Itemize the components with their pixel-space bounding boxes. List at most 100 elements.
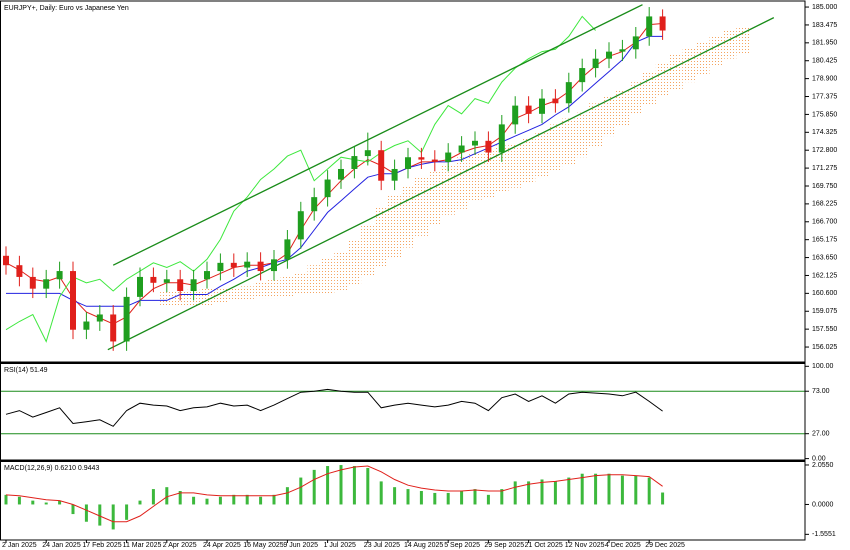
y-tick-label: 174.325 (812, 129, 837, 136)
candle-body (458, 145, 465, 153)
y-tick-label: 172.800 (812, 147, 837, 154)
histogram-bar (31, 500, 35, 505)
x-tick-label: 5 Sep 2025 (444, 542, 480, 549)
candle-body (351, 156, 358, 169)
candle-body (297, 211, 304, 240)
x-tick-label: 9 Jun 2025 (283, 542, 318, 549)
histogram-bar (326, 466, 330, 505)
histogram-bar (419, 491, 423, 505)
y-tick-label: 73.00 (812, 388, 830, 395)
histogram-bar (17, 496, 21, 505)
cloud (535, 132, 549, 177)
cloud (629, 82, 643, 115)
candle-body (163, 279, 170, 283)
candle-body (472, 140, 478, 146)
channel-line (112, 4, 643, 266)
y-tick-label: 168.225 (812, 201, 837, 208)
candle-body (659, 16, 666, 31)
y-tick-label: 166.700 (812, 219, 837, 226)
candle-body (445, 152, 452, 162)
candle-body (378, 150, 385, 181)
cloud (588, 103, 603, 148)
candle-body (3, 255, 9, 266)
histogram-bar (580, 473, 584, 505)
candle-body (311, 197, 318, 212)
candle-body (70, 271, 76, 330)
histogram-bar (218, 496, 222, 505)
panel-title: MACD(12,26,9) 0.6210 0.9443 (4, 465, 99, 472)
candle-body (190, 279, 197, 292)
candle-body (364, 150, 371, 157)
cloud (253, 282, 268, 299)
y-tick-label: 177.375 (812, 93, 837, 100)
panel-separator (0, 362, 805, 364)
histogram-bar (473, 489, 477, 505)
candle-body (16, 265, 23, 277)
x-tick-label: 17 Feb 2025 (82, 542, 121, 549)
candle-body (324, 179, 331, 198)
y-tick-label: 0.00 (812, 455, 826, 462)
candle-body (552, 98, 559, 104)
candle-body (646, 16, 653, 37)
candle-body (257, 261, 264, 272)
cloud (495, 145, 509, 193)
candle-body (150, 276, 157, 283)
cloud (428, 171, 442, 225)
histogram-bar (232, 494, 236, 505)
cloud (240, 286, 254, 301)
histogram-bar (446, 492, 450, 505)
y-tick-label: 185.000 (812, 4, 837, 11)
cloud (414, 177, 429, 236)
histogram-bar (245, 494, 249, 505)
histogram-bar (567, 477, 571, 505)
cloud (575, 112, 589, 158)
cloud (655, 63, 670, 97)
histogram-bar (151, 489, 155, 505)
histogram-bar (406, 489, 410, 505)
histogram-bar (607, 473, 611, 505)
histogram-bar (540, 479, 544, 505)
y-tick-label: 169.750 (812, 183, 837, 190)
candle-body (338, 168, 344, 180)
candle-body (284, 239, 291, 260)
histogram-bar (111, 504, 115, 530)
y-tick-label: -1.5551 (812, 531, 836, 538)
histogram-bar (661, 492, 665, 505)
candle-body (592, 58, 599, 69)
histogram-bar (620, 475, 624, 505)
y-tick-label: 163.650 (812, 254, 837, 261)
histogram-bar (71, 504, 75, 515)
cloud (334, 251, 348, 292)
x-tick-label: 29 Dec 2025 (645, 542, 685, 549)
x-tick-label: 4 Dec 2025 (605, 542, 641, 549)
indicator-line (6, 35, 663, 307)
candle-body (110, 314, 117, 342)
histogram-bar (98, 504, 102, 526)
candle-body (56, 271, 63, 280)
histogram-bar (594, 473, 598, 505)
histogram-bar (339, 465, 343, 505)
cloud (615, 89, 630, 127)
candle-body (632, 36, 639, 50)
x-tick-label: 24 Apr 2025 (203, 542, 241, 549)
histogram-bar (192, 496, 196, 505)
y-tick-label: 178.900 (812, 75, 837, 82)
histogram-bar (433, 492, 437, 505)
y-tick-label: 180.425 (812, 58, 837, 65)
x-tick-label: 2 Jan 2025 (2, 542, 37, 549)
candle-body (271, 259, 277, 272)
indicator-line (5, 15, 596, 343)
cloud (602, 95, 616, 137)
x-tick-label: 29 Sep 2025 (484, 542, 524, 549)
cloud (642, 71, 656, 106)
y-tick-label: 175.850 (812, 111, 837, 118)
cloud (160, 291, 174, 306)
histogram-bar (58, 500, 62, 505)
cloud (280, 276, 295, 297)
histogram-bar (272, 494, 276, 505)
cloud (347, 239, 362, 286)
histogram-bar (500, 489, 504, 505)
candle-body (391, 168, 398, 181)
cloud (521, 138, 536, 184)
